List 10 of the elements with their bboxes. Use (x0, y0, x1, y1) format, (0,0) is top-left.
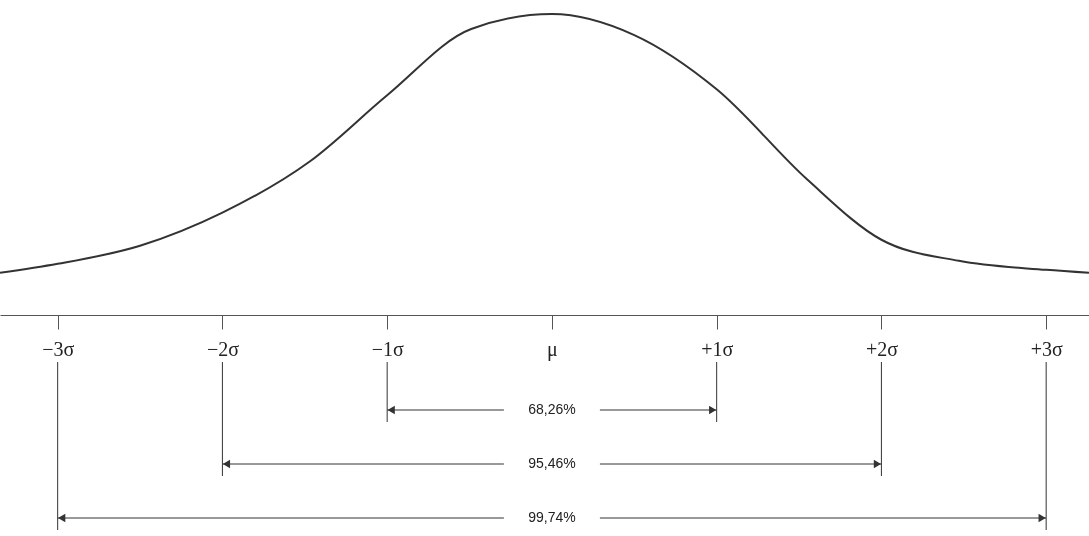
x-tick-label: −2σ (206, 337, 240, 360)
x-tick-label: −3σ (42, 337, 75, 360)
x-tick-label: −1σ (371, 337, 404, 360)
x-tick-label: +2σ (865, 337, 899, 360)
x-tick-label: μ (547, 337, 558, 361)
text: 95,46% (528, 455, 576, 471)
x-tick-label: +3σ (1030, 337, 1063, 360)
x-tick-label: +1σ (701, 337, 734, 360)
text: 68,26% (528, 401, 576, 417)
text: 99,74% (528, 509, 576, 525)
